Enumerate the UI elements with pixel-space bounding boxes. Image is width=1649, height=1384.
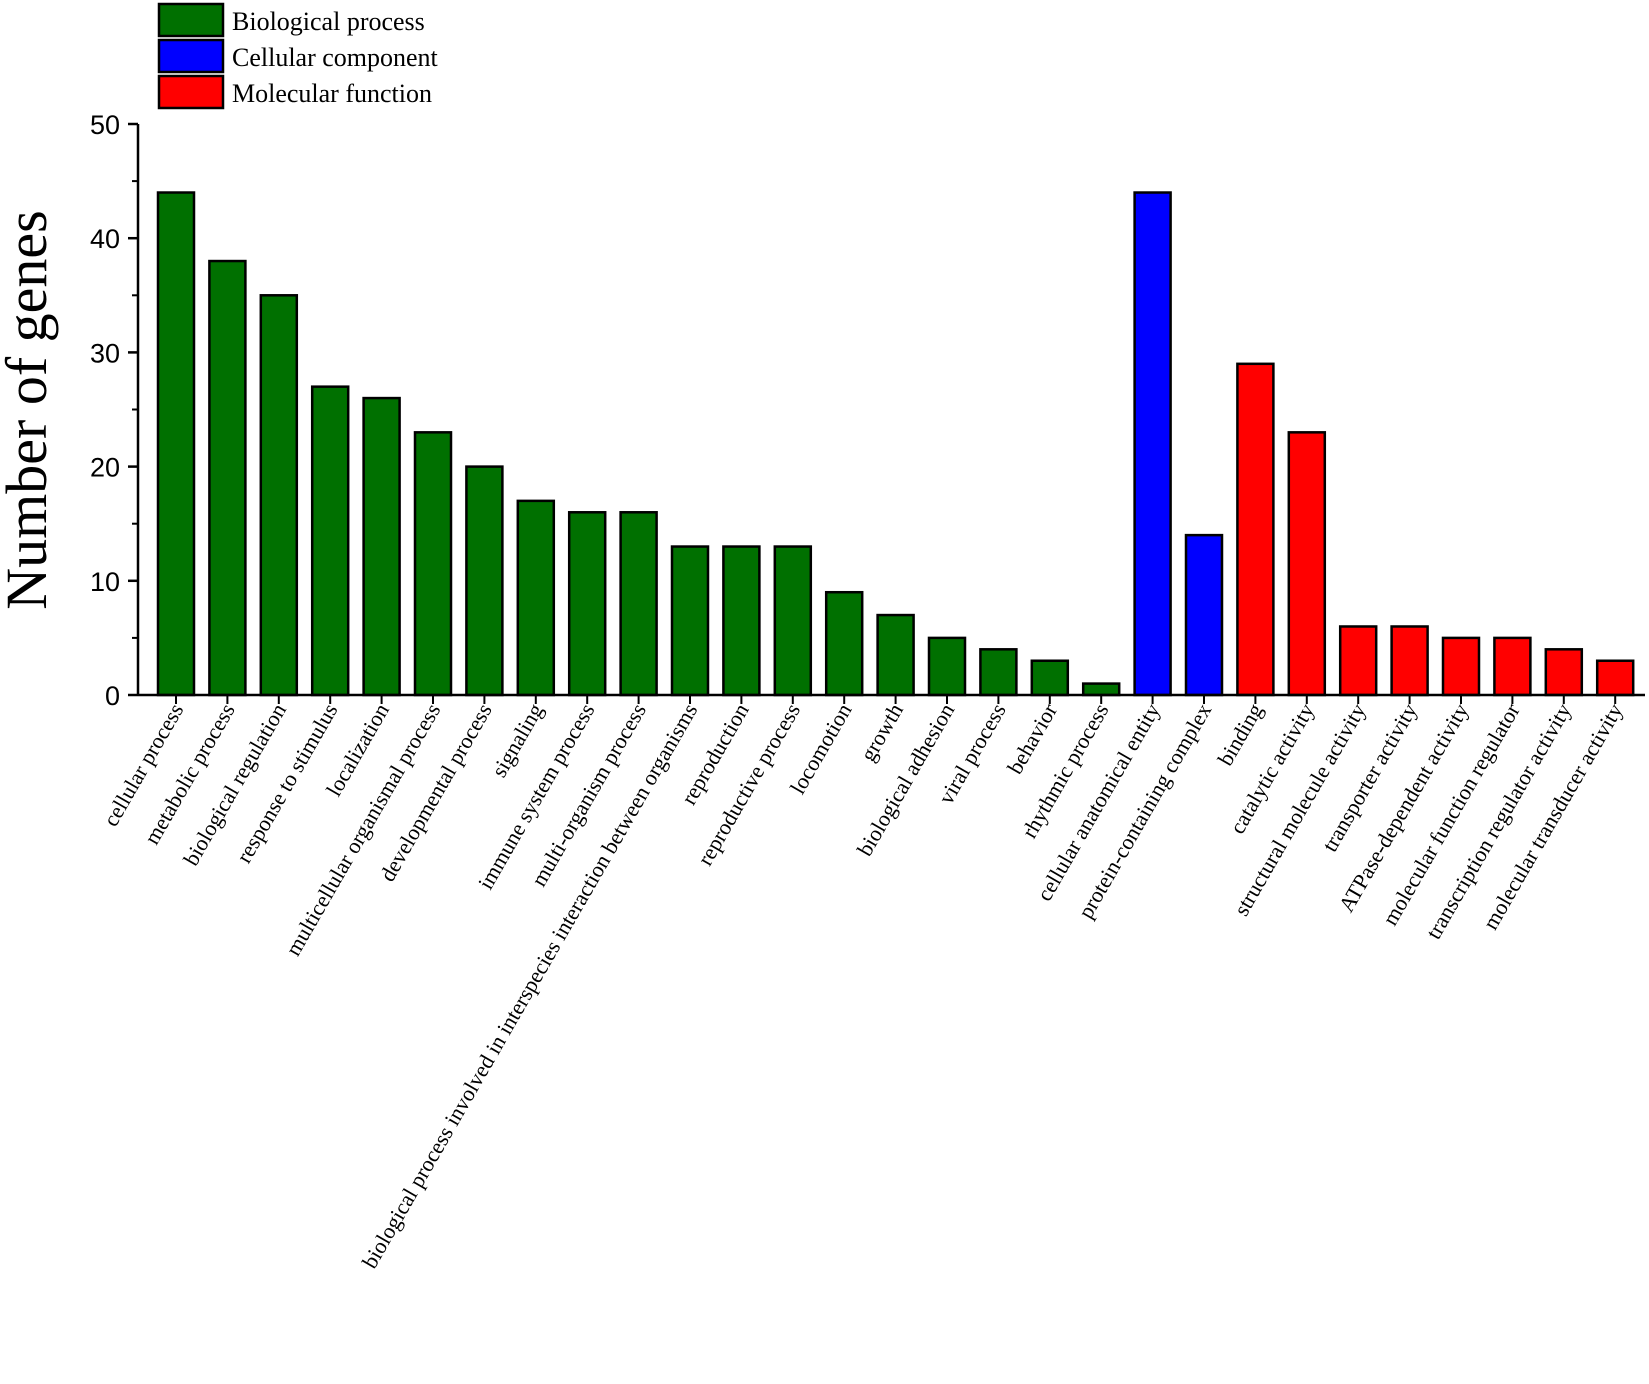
y-tick-label: 40 [90, 224, 120, 254]
bar-biological-process-involved-in-interspecies-interaction-between-organisms [670, 545, 710, 697]
y-axis-label: Number of genes [0, 210, 59, 609]
bar-multi-organism-process [619, 511, 658, 697]
y-tick-label: 0 [105, 681, 120, 711]
y-tick-label: 50 [90, 110, 120, 140]
x-tick-label: binding [1212, 699, 1267, 770]
y-ticks-group: 0 10 20 30 40 50 [90, 110, 138, 711]
bar-reproductive-process [773, 545, 813, 697]
bar-developmental-process [465, 465, 504, 697]
bar-behavior [1030, 659, 1070, 697]
bar-biological-adhesion [927, 636, 967, 697]
y-tick-label: 20 [90, 453, 120, 483]
bar-molecular-function-regulator [1493, 636, 1532, 697]
bar-localization [362, 396, 401, 697]
legend-swatch-cellular-component [157, 38, 225, 74]
y-tick-label: 10 [90, 567, 120, 597]
bar-atpase-dependent-activity [1441, 636, 1481, 697]
chart-legend: Biological process Cellular component Mole… [157, 2, 439, 110]
bar-signaling [516, 499, 556, 697]
bar-immune-system-process [567, 511, 607, 697]
bar-binding [1236, 362, 1275, 697]
legend-swatch-biological-process [157, 2, 225, 38]
y-tick-label: 30 [90, 338, 120, 368]
bar-transcription-regulator-activity [1544, 648, 1584, 697]
legend-label-cellular-component: Cellular component [232, 43, 439, 72]
bar-cellular-anatomical-entity [1133, 191, 1172, 697]
legend-label-molecular-function: Molecular function [232, 79, 432, 108]
bars-group [156, 191, 1635, 697]
bar-multicellular-organismal-process [413, 431, 453, 697]
bar-biological-regulation [259, 294, 299, 697]
legend-label-biological-process: Biological process [232, 7, 425, 36]
bar-transporter-activity [1390, 625, 1429, 697]
bar-structural-molecule-activity [1338, 625, 1378, 697]
bar-growth [876, 613, 915, 697]
bar-catalytic-activity [1287, 431, 1327, 697]
bar-metabolic-process [208, 259, 247, 697]
bar-viral-process [979, 648, 1018, 697]
legend-swatch-molecular-function [157, 74, 225, 110]
bar-response-to-stimulus [310, 385, 350, 697]
bar-molecular-transducer-activity [1595, 659, 1635, 697]
x-tick-label: growth [855, 699, 908, 765]
bar-rhythmic-process [1081, 682, 1121, 697]
bar-reproduction [722, 545, 761, 697]
bar-locomotion [824, 590, 864, 697]
bar-protein-containing-complex [1184, 533, 1224, 697]
bar-cellular-process [156, 191, 196, 697]
